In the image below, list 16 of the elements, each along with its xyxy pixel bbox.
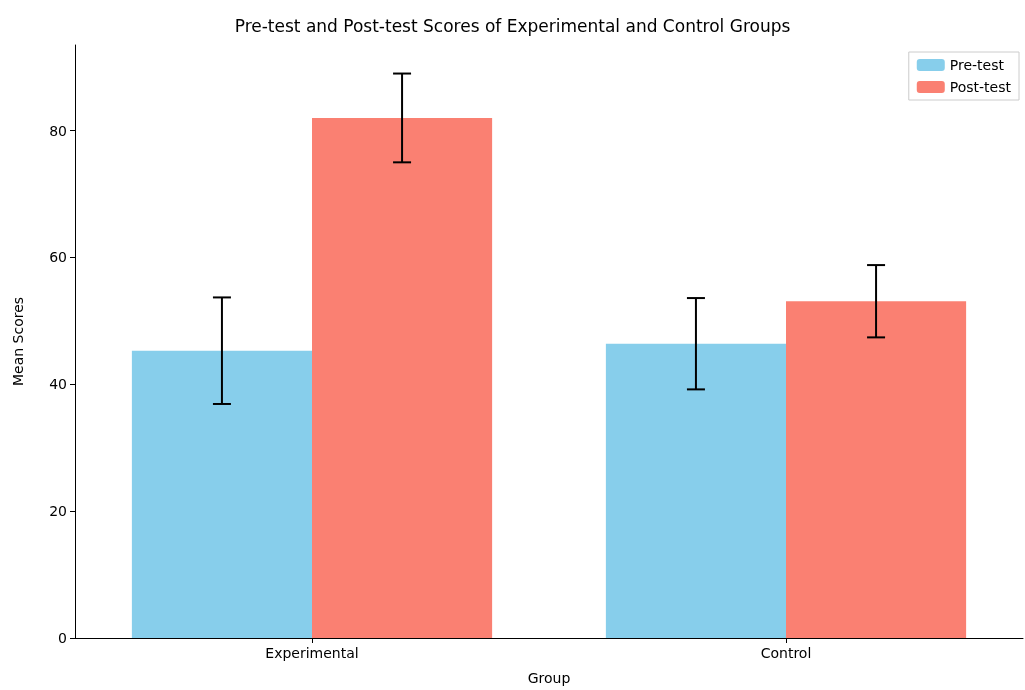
y-tick-label: 40: [49, 376, 67, 393]
y-tick-label: 80: [49, 122, 67, 139]
bar: [312, 117, 493, 638]
y-tick-label: 60: [49, 249, 67, 266]
x-axis-title: Group: [527, 670, 571, 686]
bar: [605, 343, 786, 638]
bar: [131, 350, 312, 638]
bar: [786, 301, 967, 638]
y-tick-label: 0: [58, 630, 67, 646]
legend-label: Post-test: [949, 79, 1012, 95]
y-axis-title: Mean Scores: [10, 296, 26, 387]
legend-label: Pre-test: [949, 57, 1005, 73]
x-tick-label: Experimental: [265, 645, 359, 661]
x-tick-label: Control: [760, 645, 812, 661]
chart-title: Pre-test and Post-test Scores of Experimental and Control Groups: [234, 15, 791, 36]
y-tick-label: 20: [49, 503, 67, 520]
